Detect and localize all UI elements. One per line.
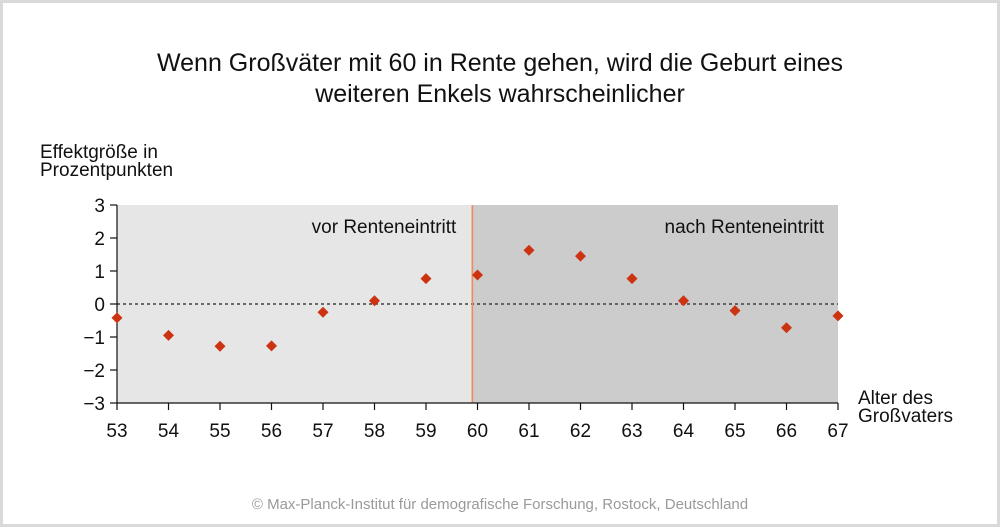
y-tick-label: −2 bbox=[83, 361, 105, 382]
y-axis-label-line-2: Prozentpunkten bbox=[40, 160, 174, 181]
x-tick-label: 61 bbox=[518, 421, 539, 442]
x-tick-label: 53 bbox=[106, 421, 127, 442]
y-tick-label: −3 bbox=[83, 394, 105, 415]
y-axis-label-line-1: Effektgröße in bbox=[40, 142, 158, 163]
x-tick-label: 59 bbox=[415, 421, 436, 442]
data-point bbox=[214, 340, 226, 352]
copyright-footer: © Max-Planck-Institut für demografische … bbox=[251, 496, 749, 513]
x-tick-label: 56 bbox=[261, 421, 282, 442]
x-tick-label: 60 bbox=[467, 421, 488, 442]
x-axis-label: Alter des Großvaters bbox=[858, 388, 954, 427]
x-axis-label-line-2: Großvaters bbox=[858, 406, 954, 427]
y-tick-label: 1 bbox=[94, 262, 105, 283]
data-point bbox=[729, 305, 741, 317]
x-tick-label: 54 bbox=[158, 421, 180, 442]
data-point bbox=[832, 310, 844, 322]
x-tick-label: 66 bbox=[776, 421, 797, 442]
x-tick-label: 57 bbox=[312, 421, 333, 442]
chart-title-line-2: weiteren Enkels wahrscheinlicher bbox=[315, 80, 685, 108]
y-axis-label: Effektgröße in Prozentpunkten bbox=[40, 142, 174, 181]
data-point bbox=[678, 295, 689, 307]
x-axis-label-line-1: Alter des bbox=[858, 388, 933, 409]
data-point bbox=[420, 273, 432, 285]
x-tick-label: 62 bbox=[570, 421, 591, 442]
region-label-before-retirement: vor Renteneintritt bbox=[312, 217, 457, 238]
chart-title-line-1: Wenn Großväter mit 60 in Rente gehen, wi… bbox=[157, 49, 843, 77]
chart-title: Wenn Großväter mit 60 in Rente gehen, wi… bbox=[0, 48, 1000, 110]
x-tick-label: 64 bbox=[673, 421, 695, 442]
y-tick-label: 3 bbox=[94, 196, 105, 217]
y-tick-label: 0 bbox=[94, 295, 105, 316]
data-point bbox=[163, 329, 174, 341]
x-tick-label: 63 bbox=[621, 421, 642, 442]
x-tick-label: 67 bbox=[827, 421, 848, 442]
data-point bbox=[575, 250, 586, 262]
x-tick-label: 65 bbox=[724, 421, 745, 442]
y-tick-label: −1 bbox=[83, 328, 105, 349]
data-point bbox=[523, 244, 535, 256]
data-point bbox=[626, 273, 638, 285]
data-point bbox=[317, 306, 329, 318]
y-tick-label: 2 bbox=[94, 229, 105, 250]
data-point bbox=[472, 269, 483, 281]
data-point bbox=[111, 312, 123, 324]
region-label-after-retirement: nach Renteneintritt bbox=[665, 217, 825, 238]
data-point bbox=[369, 295, 380, 307]
x-tick-label: 55 bbox=[209, 421, 230, 442]
data-point bbox=[266, 340, 277, 352]
x-tick-label: 58 bbox=[364, 421, 385, 442]
data-point bbox=[781, 322, 792, 334]
